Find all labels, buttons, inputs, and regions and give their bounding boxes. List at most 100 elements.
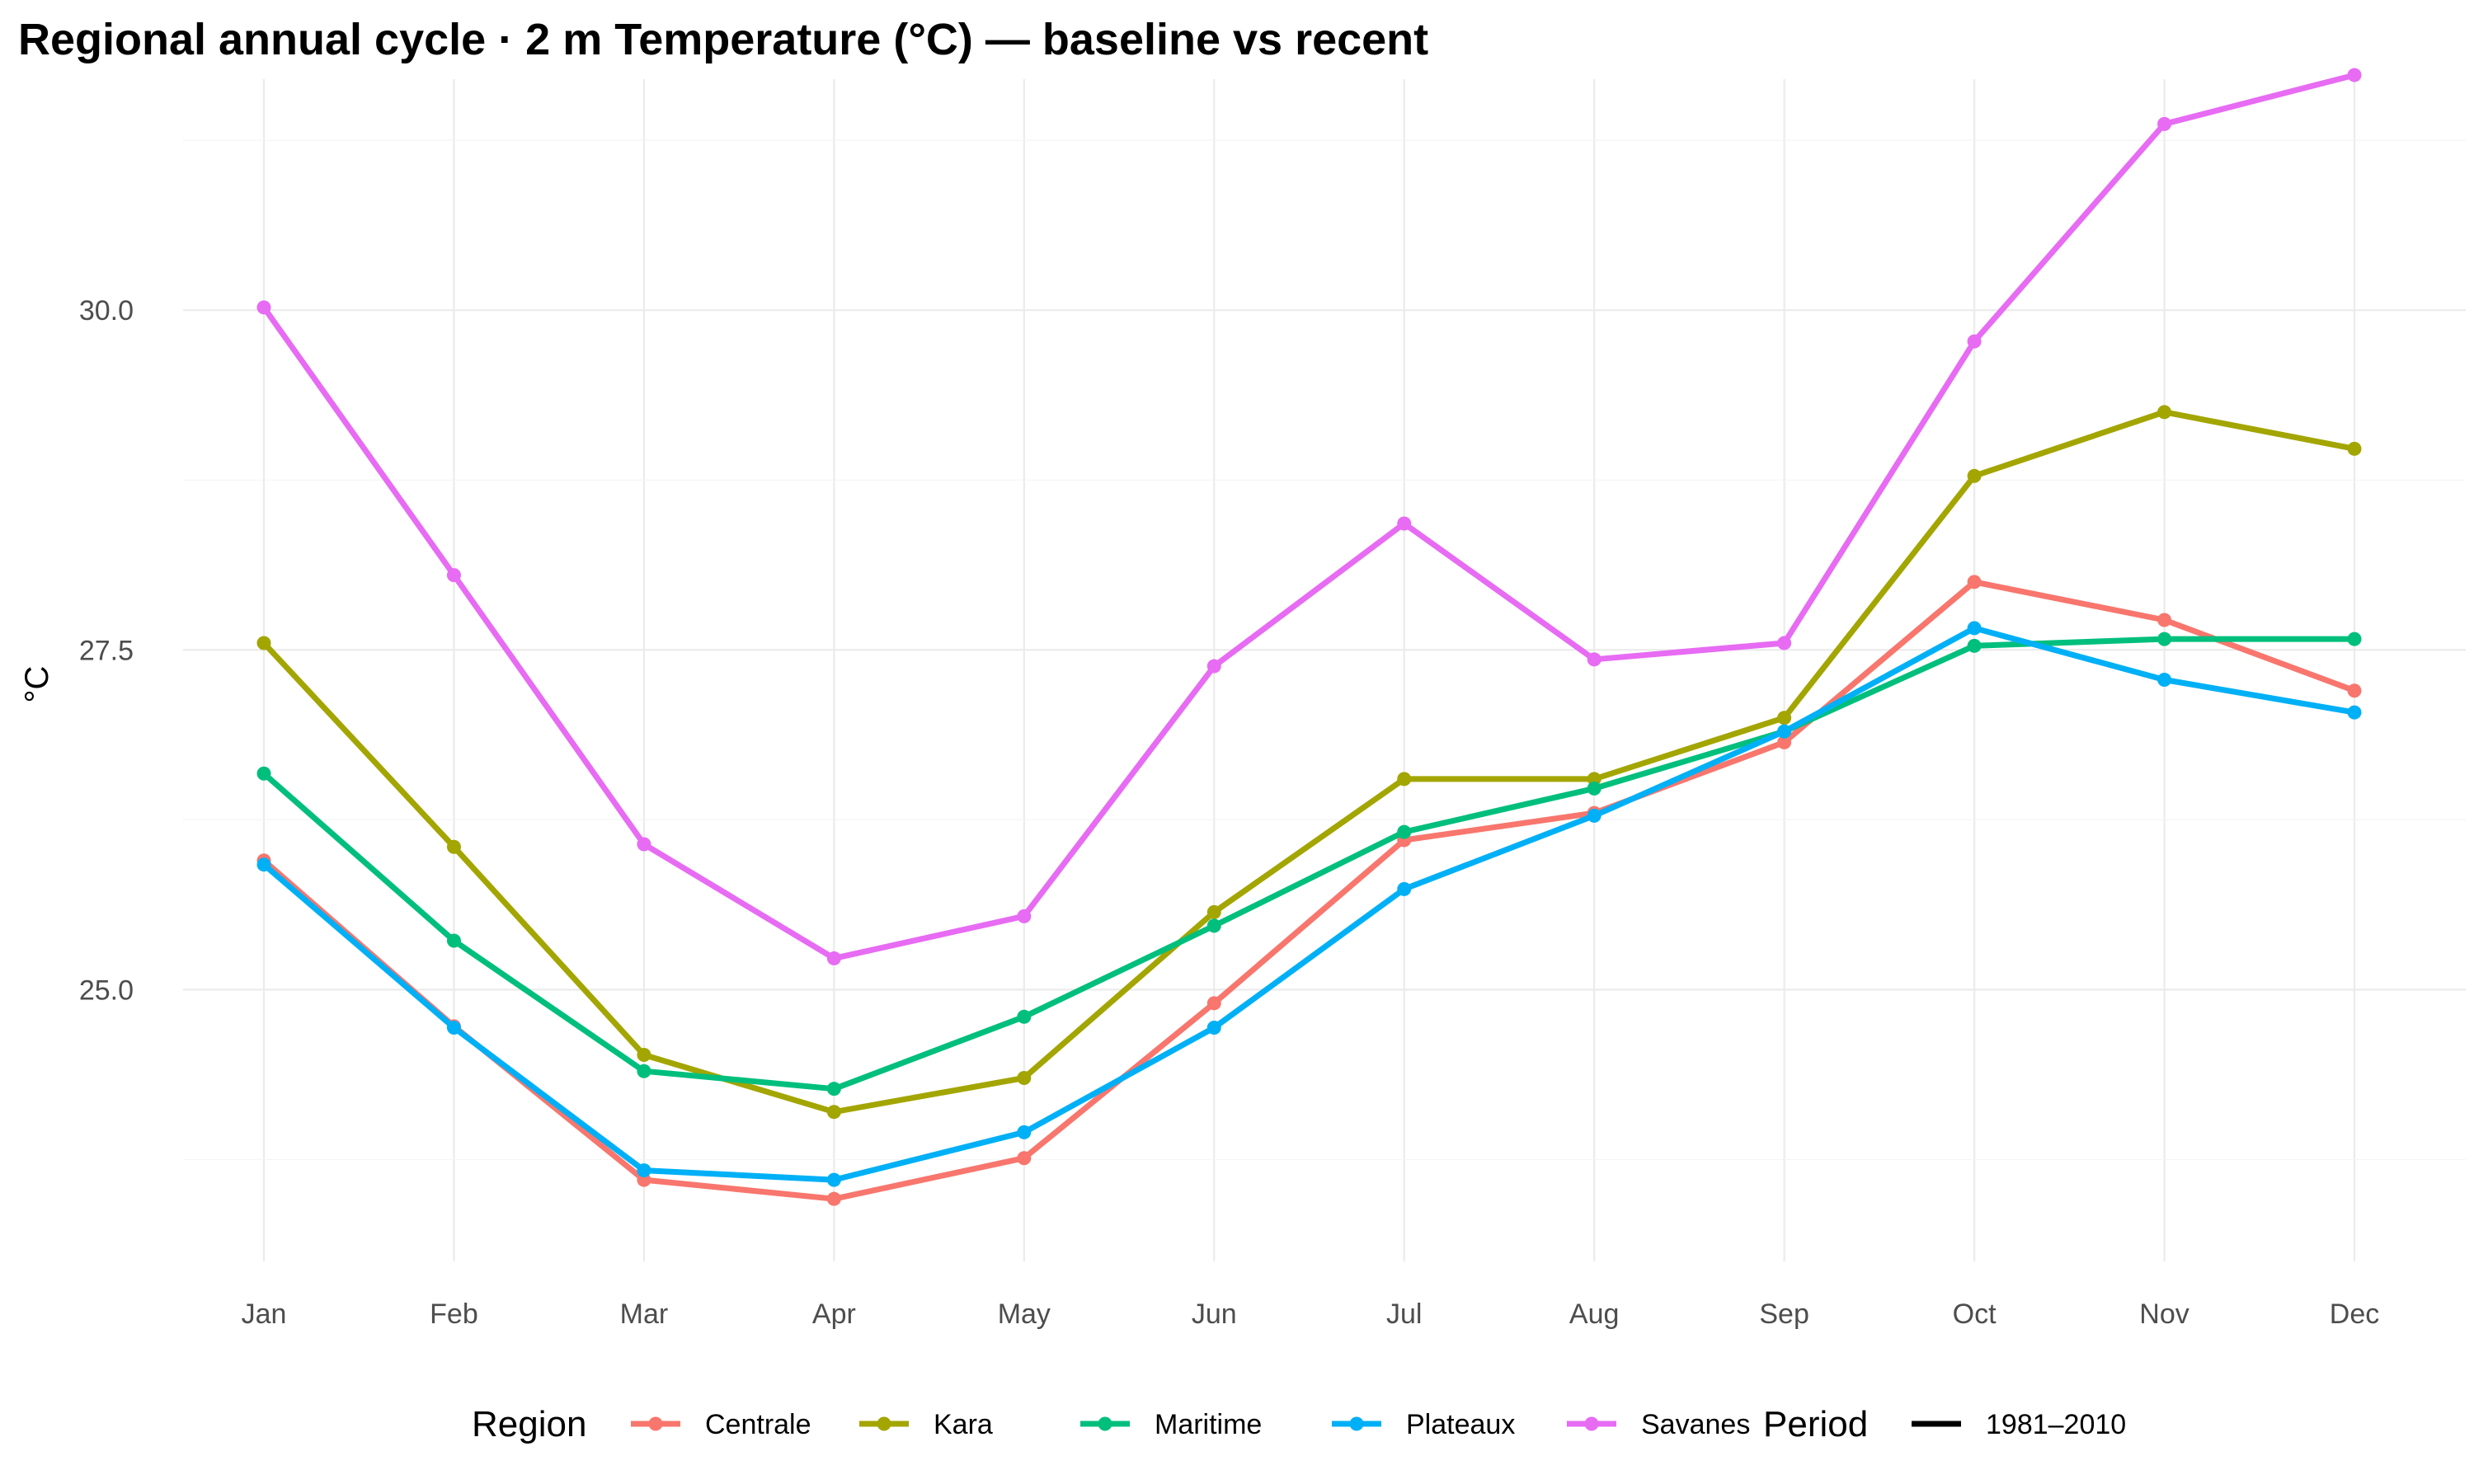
data-point <box>2157 613 2172 627</box>
legend-item-kara: Kara <box>859 1409 993 1440</box>
series-line <box>261 409 2358 1115</box>
series-plateaux <box>256 621 2362 1187</box>
legend-label: Centrale <box>705 1409 811 1440</box>
data-point <box>637 1064 651 1078</box>
legend: Region Centrale Kara Maritime Plateaux Savan… <box>472 1404 2126 1444</box>
series-line <box>261 625 2358 1183</box>
x-tick-label: Jul <box>1386 1298 1422 1330</box>
data-point <box>1967 334 1982 349</box>
data-point <box>2347 683 2362 698</box>
data-point <box>1967 621 1982 636</box>
x-tick-label: Dec <box>2330 1298 2379 1330</box>
legend-key-point <box>648 1416 663 1431</box>
series-kara <box>256 405 2362 1120</box>
y-axis-title: °C <box>19 666 55 703</box>
data-point <box>1206 918 1221 933</box>
x-tick-label: Aug <box>1569 1298 1620 1330</box>
series-lines <box>256 68 2362 1206</box>
legend-item-plateaux: Plateaux <box>1332 1409 1515 1440</box>
data-point <box>1397 881 1412 896</box>
data-point <box>256 766 271 781</box>
data-point <box>826 1191 841 1206</box>
data-point <box>2157 405 2172 420</box>
legend-region-title: Region <box>472 1404 586 1444</box>
data-point <box>1777 711 1792 726</box>
data-point <box>446 933 461 948</box>
data-point <box>446 1020 461 1035</box>
data-point <box>446 839 461 854</box>
series-savanes <box>256 68 2362 965</box>
data-point <box>1777 724 1792 739</box>
data-point <box>1017 1151 1032 1166</box>
data-point <box>826 1105 841 1120</box>
data-point <box>826 1082 841 1097</box>
data-point <box>446 568 461 583</box>
data-point <box>826 951 841 965</box>
x-tick-label: Apr <box>812 1298 856 1330</box>
legend-key-point <box>1098 1416 1112 1431</box>
series-line <box>261 636 2358 1092</box>
legend-item-savanes: Savanes <box>1567 1409 1750 1440</box>
data-point <box>1587 652 1602 667</box>
legend-label: Maritime <box>1155 1409 1262 1440</box>
data-point <box>2347 68 2362 82</box>
data-point <box>2157 632 2172 646</box>
x-axis-ticks: Jan Feb Mar Apr May Jun Jul Aug Sep Oct Nov Dec <box>242 1298 2380 1330</box>
data-point <box>1967 638 1982 653</box>
data-point <box>256 636 271 650</box>
data-point <box>637 1047 651 1062</box>
x-tick-label: Nov <box>2139 1298 2189 1330</box>
data-point <box>2157 673 2172 688</box>
data-point <box>1017 1070 1032 1085</box>
data-point <box>2347 441 2362 456</box>
series-line <box>261 579 2358 1202</box>
data-point <box>637 1163 651 1178</box>
y-tick-label: 30.0 <box>79 295 134 326</box>
data-point <box>1206 1020 1221 1035</box>
data-point <box>1017 1009 1032 1024</box>
data-point <box>2347 705 2362 720</box>
legend-label: Savanes <box>1641 1409 1750 1440</box>
data-point <box>1777 735 1792 749</box>
data-point <box>256 300 271 315</box>
data-point <box>256 857 271 872</box>
legend-key-point <box>1349 1416 1364 1431</box>
data-point <box>1587 808 1602 823</box>
x-tick-label: Sep <box>1759 1298 1809 1330</box>
legend-key-point <box>877 1416 891 1431</box>
data-point <box>1397 772 1412 787</box>
data-point <box>1206 996 1221 1011</box>
x-tick-label: Mar <box>620 1298 669 1330</box>
legend-item-maritime: Maritime <box>1080 1409 1262 1440</box>
data-point <box>2347 632 2362 646</box>
data-point <box>637 837 651 852</box>
series-line <box>261 72 2358 961</box>
legend-item-centrale: Centrale <box>631 1409 811 1440</box>
series-centrale <box>256 575 2362 1206</box>
data-point <box>1967 575 1982 589</box>
data-point <box>1206 904 1221 919</box>
data-point <box>1967 468 1982 483</box>
x-tick-label: Oct <box>1953 1298 1997 1330</box>
series-maritime <box>256 632 2362 1097</box>
legend-period-label: 1981–2010 <box>1986 1409 2126 1440</box>
data-point <box>2157 116 2172 131</box>
data-point <box>1587 781 1602 796</box>
legend-key-point <box>1584 1416 1599 1431</box>
chart-title: Regional annual cycle · 2 m Temperature … <box>18 15 1428 64</box>
data-point <box>1397 824 1412 839</box>
x-tick-label: Jun <box>1192 1298 1237 1330</box>
y-tick-label: 27.5 <box>79 635 134 666</box>
data-point <box>1206 659 1221 674</box>
data-point <box>1777 636 1792 650</box>
legend-region-items: Centrale Kara Maritime Plateaux Savanes <box>631 1409 1750 1440</box>
x-tick-label: Feb <box>430 1298 478 1330</box>
x-tick-label: May <box>998 1298 1051 1330</box>
data-point <box>1397 516 1412 531</box>
legend-label: Kara <box>934 1409 993 1440</box>
legend-period-title: Period <box>1763 1404 1868 1444</box>
legend-label: Plateaux <box>1406 1409 1515 1440</box>
data-point <box>826 1172 841 1187</box>
